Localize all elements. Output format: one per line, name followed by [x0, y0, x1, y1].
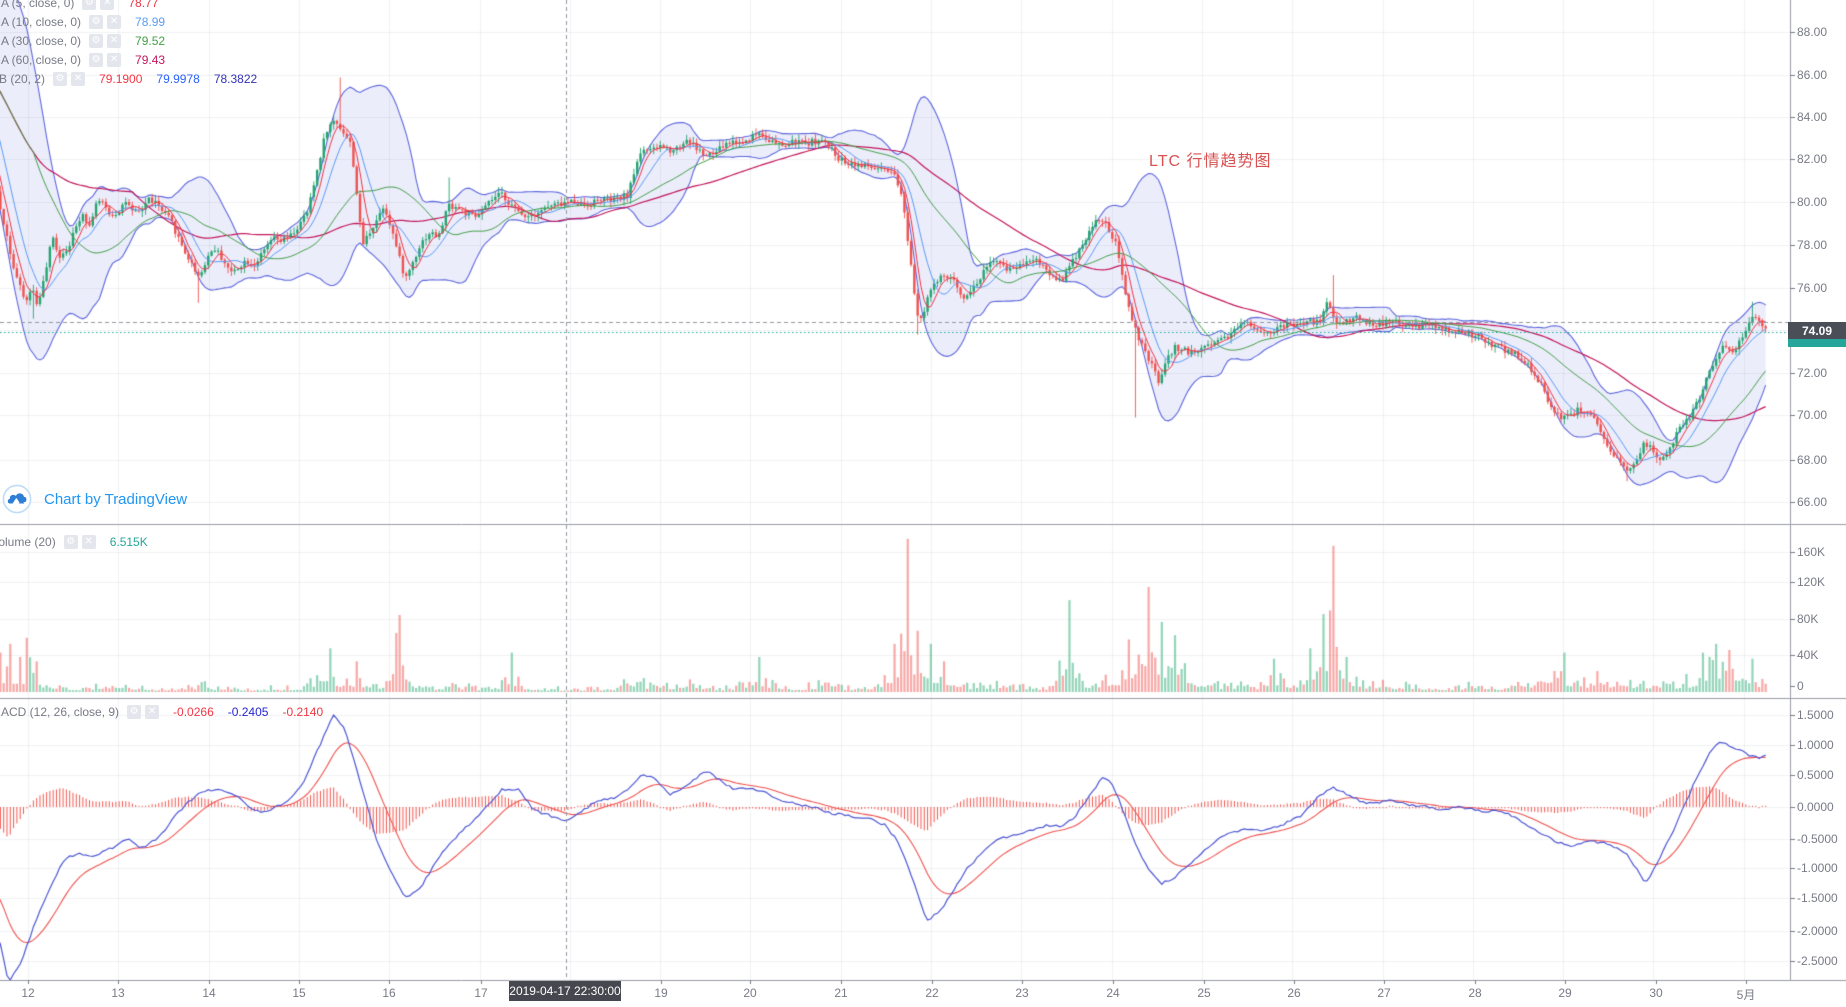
indicator-value: -0.0266	[173, 704, 214, 719]
indicator-label: MA (60, close, 0)	[0, 52, 82, 67]
gear-icon[interactable]: ⚙	[127, 704, 142, 719]
volume-tick-label: 40K	[1797, 648, 1819, 662]
legend-row-bollinger: BB (20, 2) ⚙ ✕ 79.1900 79.9978 78.3822	[0, 69, 257, 88]
time-tick-label: 5月	[1736, 988, 1756, 1002]
macd-tick-label: -1.0000	[1797, 861, 1838, 875]
time-tick-label: 19	[654, 986, 668, 1000]
volume-tick-label: 80K	[1797, 612, 1819, 626]
indicator-label: MA (10, close, 0)	[0, 14, 82, 29]
time-tick-label: 26	[1287, 986, 1301, 1000]
time-tick-label: 30	[1649, 986, 1663, 1000]
indicator-value: 79.1900	[99, 71, 143, 86]
time-tick-label: 15	[292, 986, 306, 1000]
indicator-label: MA (5, close, 0)	[0, 0, 75, 10]
gear-icon[interactable]: ⚙	[82, 0, 97, 10]
macd-tick-label: 0.0000	[1797, 800, 1834, 814]
close-icon[interactable]: ✕	[81, 534, 96, 549]
close-icon[interactable]: ✕	[100, 0, 115, 10]
crosshair-time-badge: 2019-04-17 22:30:00	[509, 981, 621, 1001]
indicator-value: -0.2405	[227, 704, 269, 719]
price-tick-label: 80.00	[1797, 195, 1828, 209]
time-tick-label: 28	[1468, 986, 1482, 1000]
macd-tick-label: -2.0000	[1797, 924, 1838, 938]
legend-row-ma60: MA (60, close, 0) ⚙ ✕ 79.43	[0, 50, 257, 69]
time-tick-label: 27	[1377, 986, 1391, 1000]
volume-pane-legend: Volume (20) ⚙ ✕ 6.515K	[0, 532, 148, 551]
price-tick-label: 84.00	[1797, 110, 1828, 124]
time-tick-label: 13	[111, 986, 125, 1000]
macd-tick-label: 1.0000	[1797, 738, 1834, 752]
indicator-label: Volume (20)	[0, 534, 56, 549]
indicator-label: MACD (12, 26, close, 9)	[0, 704, 120, 719]
main-pane-legend: MA (5, close, 0) ⚙ ✕ 78.77 MA (10, close…	[0, 0, 257, 88]
macd-tick-label: -0.5000	[1797, 832, 1838, 846]
macd-pane-legend: MACD (12, 26, close, 9) ⚙ ✕ -0.0266 -0.2…	[0, 702, 323, 721]
time-tick-label: 12	[21, 986, 35, 1000]
indicator-value: 6.515K	[109, 534, 148, 549]
price-tick-label: 70.00	[1797, 408, 1828, 422]
legend-row-macd: MACD (12, 26, close, 9) ⚙ ✕ -0.0266 -0.2…	[0, 702, 323, 721]
legend-row-volume: Volume (20) ⚙ ✕ 6.515K	[0, 532, 148, 551]
volume-tick-label: 0	[1797, 679, 1804, 693]
indicator-value: 79.43	[135, 52, 166, 67]
close-icon[interactable]: ✕	[107, 52, 122, 67]
time-tick-label: 20	[743, 986, 757, 1000]
close-icon[interactable]: ✕	[107, 14, 122, 29]
gear-icon[interactable]: ⚙	[63, 534, 78, 549]
indicator-value: 79.52	[135, 33, 166, 48]
indicator-value: 78.77	[128, 0, 159, 10]
time-tick-label: 14	[202, 986, 216, 1000]
gear-icon[interactable]: ⚙	[89, 52, 104, 67]
crosshair-price-badge: 74.09	[1788, 322, 1846, 339]
last-price-label-strip	[1788, 339, 1846, 347]
price-tick-label: 76.00	[1797, 281, 1828, 295]
time-tick-label: 24	[1106, 986, 1120, 1000]
watermark-text[interactable]: Chart by TradingView	[44, 490, 188, 508]
price-tick-label: 72.00	[1797, 366, 1828, 380]
macd-tick-label: 1.5000	[1797, 708, 1834, 722]
price-tick-label: 78.00	[1797, 238, 1828, 252]
time-tick-label: 23	[1015, 986, 1029, 1000]
price-tick-label: 86.00	[1797, 68, 1828, 82]
time-tick-label: 16	[382, 986, 396, 1000]
gear-icon[interactable]: ⚙	[89, 33, 104, 48]
macd-tick-label: 0.5000	[1797, 768, 1834, 782]
time-tick-label: 21	[834, 986, 848, 1000]
price-tick-label: 66.00	[1797, 495, 1828, 509]
price-tick-label: 68.00	[1797, 453, 1828, 467]
tradingview-logo-icon	[2, 484, 32, 514]
legend-row-ma5: MA (5, close, 0) ⚙ ✕ 78.77	[0, 0, 257, 12]
time-tick-label: 25	[1197, 986, 1211, 1000]
time-tick-label: 17	[474, 986, 488, 1000]
legend-row-ma30: MA (30, close, 0) ⚙ ✕ 79.52	[0, 31, 257, 50]
close-icon[interactable]: ✕	[107, 33, 122, 48]
close-icon[interactable]: ✕	[145, 704, 160, 719]
indicator-label: MA (30, close, 0)	[0, 33, 82, 48]
indicator-value: -0.2140	[282, 704, 324, 719]
tradingview-watermark[interactable]: Chart by TradingView	[2, 484, 187, 514]
gear-icon[interactable]: ⚙	[89, 14, 104, 29]
indicator-value: 78.3822	[213, 71, 258, 86]
price-tick-label: 82.00	[1797, 152, 1828, 166]
time-tick-label: 29	[1558, 986, 1572, 1000]
legend-row-ma10: MA (10, close, 0) ⚙ ✕ 78.99	[0, 12, 257, 31]
close-icon[interactable]: ✕	[71, 71, 86, 86]
price-tick-label: 88.00	[1797, 25, 1828, 39]
indicator-value: 79.9978	[156, 71, 200, 86]
indicator-label: BB (20, 2)	[0, 71, 46, 86]
time-tick-label: 22	[925, 986, 939, 1000]
chart-title-annotation: LTC 行情趋势图	[1149, 153, 1272, 170]
volume-tick-label: 160K	[1797, 545, 1826, 559]
macd-tick-label: -2.5000	[1797, 954, 1838, 968]
indicator-value: 78.99	[135, 14, 166, 29]
macd-tick-label: -1.5000	[1797, 891, 1838, 905]
volume-tick-label: 120K	[1797, 575, 1826, 589]
gear-icon[interactable]: ⚙	[53, 71, 68, 86]
